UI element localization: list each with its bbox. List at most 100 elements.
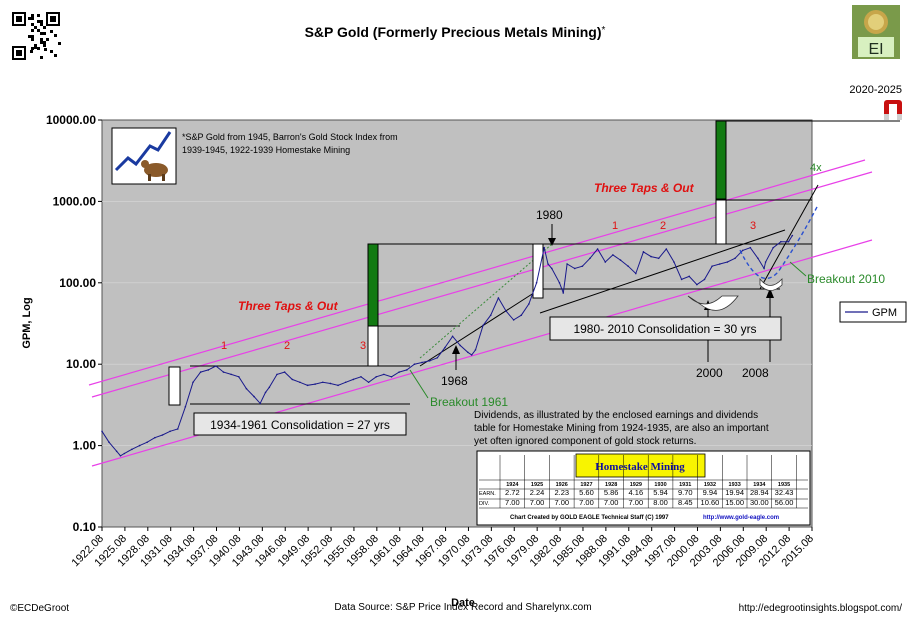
series-point — [405, 369, 408, 371]
three-taps-label-2: Three Taps & Out — [594, 181, 695, 195]
cup-icon-2000 — [687, 295, 739, 311]
consolidation-box-2 — [549, 316, 782, 341]
tap-1-label-a: 1 — [221, 340, 227, 352]
tap-2-label-a: 2 — [284, 340, 290, 352]
earn-row-label: EARN. — [479, 491, 496, 497]
table-earn-cell: 5.86 — [604, 488, 619, 497]
series-point — [383, 373, 385, 376]
series-point — [291, 378, 294, 381]
series-point — [192, 381, 194, 384]
series-point — [535, 282, 538, 284]
table-earn-cell: 32.43 — [775, 488, 794, 497]
table-div-cell: 30.00 — [750, 498, 769, 507]
channel-mid-line — [91, 171, 873, 398]
y-tick-label: 1000.00 — [53, 194, 97, 208]
y-tick-label: 10.00 — [66, 357, 96, 371]
div-row-label: DIV. — [479, 501, 490, 507]
series-point — [573, 267, 576, 270]
table-div-cell: 56.00 — [775, 498, 794, 507]
series-point — [283, 371, 286, 373]
series-point — [688, 275, 691, 278]
homestake-table: Homestake MiningEARN.DIV.19242.727.00192… — [476, 450, 811, 526]
tap-1-label-b: 1 — [612, 220, 618, 232]
series-point — [108, 441, 110, 444]
series-point — [360, 376, 362, 378]
series-point — [604, 261, 607, 263]
note-text: *S&P Gold from 1945, Barron's Gold Stock… — [182, 132, 398, 155]
series-point — [673, 261, 675, 263]
series-point — [329, 382, 332, 385]
series-point — [119, 454, 122, 457]
magnet-icon — [884, 100, 902, 120]
table-earn-cell: 19.94 — [725, 488, 744, 497]
series-point — [718, 263, 721, 265]
table-year: 1925 — [531, 482, 543, 488]
green-trend-line — [419, 243, 553, 359]
table-div-cell: 7.00 — [554, 498, 569, 507]
series-point — [497, 297, 500, 299]
series-point — [520, 314, 523, 316]
qr-code-icon — [11, 11, 61, 61]
svg-text:S&P Gold (Formerly Precious Me: S&P Gold (Formerly Precious Metals Minin… — [305, 24, 606, 40]
series-point — [581, 265, 584, 267]
chart-title: S&P Gold (Formerly Precious Metals Minin… — [305, 24, 602, 40]
series-point — [627, 265, 629, 267]
series-point — [551, 267, 553, 270]
series-point — [543, 246, 545, 249]
consolidation-label-2: 1980- 2010 Consolidation = 30 yrs — [573, 322, 756, 336]
series-point — [512, 319, 515, 321]
green-bar-2002 — [715, 120, 727, 200]
series-point — [138, 444, 141, 447]
consolidation-box-1 — [193, 412, 407, 436]
table-div-cell: 7.00 — [530, 498, 545, 507]
table-year: 1927 — [580, 482, 592, 488]
series-point — [161, 434, 164, 436]
series-point — [741, 249, 744, 252]
series-point — [169, 430, 171, 433]
series-point — [470, 354, 473, 356]
series-point — [413, 363, 416, 366]
series-point — [680, 278, 683, 281]
series-point — [547, 263, 549, 265]
table-year: 1926 — [556, 482, 568, 488]
label-2008: 2008 — [742, 366, 769, 380]
tap-3-label-b: 3 — [750, 220, 756, 232]
logo-icon — [852, 5, 900, 59]
series-point — [650, 255, 652, 258]
series-point — [215, 365, 217, 367]
series-point — [238, 376, 240, 378]
projection-dashed-line — [739, 204, 819, 279]
table-div-cell: 7.00 — [604, 498, 619, 507]
period-label: 2020-2025 — [849, 84, 902, 96]
series-point — [558, 282, 561, 284]
series-point — [482, 324, 484, 327]
series-point — [184, 405, 187, 408]
series-point — [619, 259, 622, 261]
table-year: 1932 — [704, 482, 716, 488]
series-point — [259, 402, 261, 405]
series-point — [207, 369, 210, 371]
table-credit-url[interactable]: http://www.gold-eagle.com — [703, 515, 779, 521]
table-div-cell: 7.00 — [629, 498, 644, 507]
table-div-cell: 10.60 — [701, 498, 720, 507]
legend — [839, 301, 907, 323]
series-point — [459, 344, 462, 347]
series-point — [230, 373, 232, 376]
series-point — [566, 263, 568, 265]
tap-2-label-b: 2 — [660, 220, 666, 232]
series-point — [596, 248, 599, 250]
series-point — [528, 303, 530, 305]
white-bar-1980 — [532, 243, 544, 299]
blog-url[interactable]: http://edegrootinsights.blogspot.com/ — [739, 603, 903, 614]
label-4x: 4x — [810, 162, 822, 174]
series-point — [398, 371, 400, 373]
series-point — [451, 335, 454, 338]
arrow-2008-head — [766, 288, 774, 298]
series-point — [101, 430, 103, 433]
series-point — [734, 257, 736, 260]
table-year: 1934 — [753, 482, 766, 488]
y-tick-label: 10000.00 — [46, 113, 96, 127]
tap-3-label-a: 3 — [360, 340, 366, 352]
series-point — [428, 360, 431, 362]
